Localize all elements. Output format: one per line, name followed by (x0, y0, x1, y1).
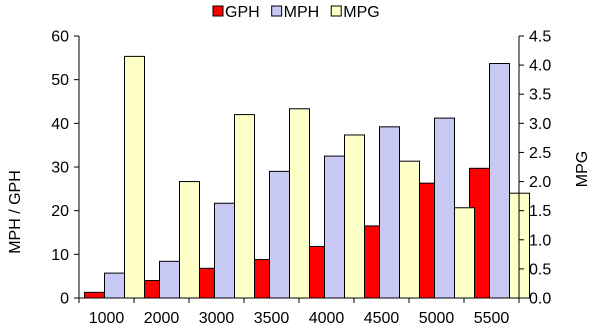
legend-label-mph: MPH (284, 4, 320, 21)
bar-mph-3000 (214, 202, 235, 299)
y-tick-label: 10 (51, 247, 69, 264)
y2-tick-label: 4.5 (529, 29, 551, 46)
legend: GPH MPH MPG (212, 4, 380, 21)
y2-tick-label: 2.0 (529, 174, 551, 191)
x-tick-label: 3000 (199, 310, 235, 327)
bar-mpg-4500 (399, 160, 420, 299)
x-tick-label: 3500 (254, 310, 290, 327)
bar-mpg-3000 (234, 114, 255, 299)
bar-mph-4000 (324, 155, 345, 299)
bars (84, 55, 530, 299)
x-tick-label: 5000 (419, 310, 455, 327)
y-tick-label: 40 (51, 116, 69, 133)
y-tick-label: 0 (60, 291, 69, 308)
y2-tick-label: 3.5 (529, 87, 551, 104)
bar-mph-1000 (104, 272, 125, 299)
bar-mpg-1000 (124, 55, 145, 299)
bar-mpg-3500 (289, 108, 310, 299)
x-tick-label: 4500 (364, 310, 400, 327)
bar-mph-5500 (489, 63, 510, 299)
y2-tick-label: 1.5 (529, 203, 551, 220)
x-tick-label: 2000 (144, 310, 180, 327)
y-tick-label: 60 (51, 29, 69, 46)
y-tick-label: 30 (51, 160, 69, 177)
y2-tick-label: 0.0 (529, 291, 551, 308)
legend-swatch-mph (271, 5, 283, 17)
bar-mph-5000 (434, 117, 455, 299)
tick-labels: 0 10 20 30 40 50 60 0.0 0.5 1.0 1.5 2.0 2.5 3.0 3.5 4.0… (51, 29, 551, 328)
x-tick-label: 4000 (309, 310, 345, 327)
y2-tick-label: 0.5 (529, 261, 551, 278)
bar-mph-4500 (379, 126, 400, 299)
legend-swatch-gph (212, 5, 224, 17)
bar-mpg-5000 (454, 207, 475, 299)
y2-tick-label: 3.0 (529, 116, 551, 133)
bar-mpg-2000 (179, 181, 200, 299)
x-tick-label: 5500 (474, 310, 510, 327)
bar-mph-2000 (159, 260, 180, 299)
legend-swatch-mpg (330, 5, 342, 17)
bar-gph-1000 (84, 291, 105, 299)
bar-mpg-4000 (344, 134, 365, 299)
y-axis-title: MPH / GPH (7, 170, 24, 254)
legend-label-gph: GPH (225, 4, 260, 21)
y2-tick-label: 4.0 (529, 58, 551, 75)
y-tick-label: 50 (51, 72, 69, 89)
y2-axis-title: MPG (574, 151, 591, 187)
legend-label-mpg: MPG (343, 4, 379, 21)
y2-tick-label: 1.0 (529, 232, 551, 249)
bar-mph-3500 (269, 170, 290, 299)
y2-tick-label: 2.5 (529, 145, 551, 162)
x-tick-label: 1000 (89, 310, 125, 327)
axes (74, 35, 524, 303)
y-tick-label: 20 (51, 203, 69, 220)
